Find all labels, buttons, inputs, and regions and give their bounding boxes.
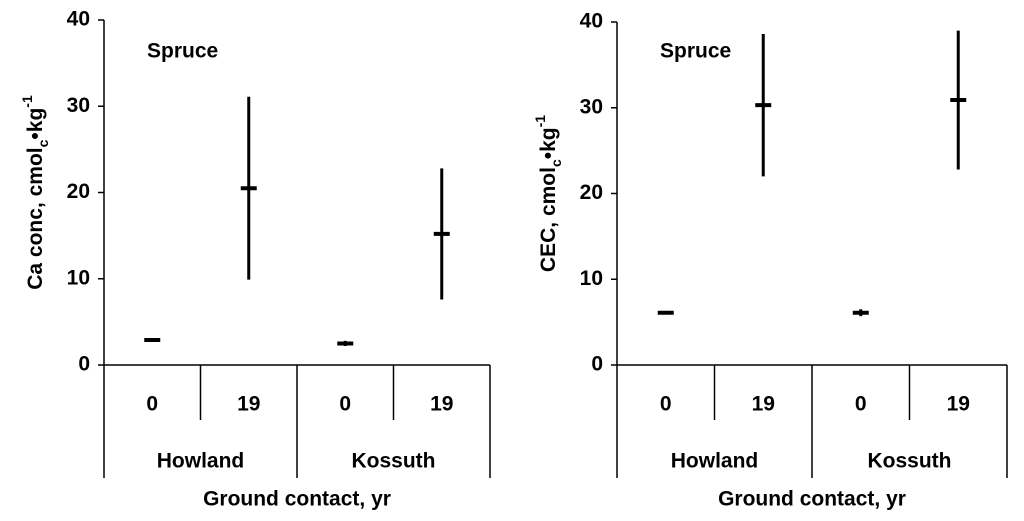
x-tick-label: 19 xyxy=(752,393,775,416)
annotation: Spruce xyxy=(147,40,218,63)
group-label: Howland xyxy=(671,450,759,473)
x-tick-label: 0 xyxy=(855,393,867,416)
y-axis-label-part: Ca conc, cmol xyxy=(24,147,47,289)
chart: 0 10 20 30 40 0 19 0 19 Howland Kossuth Ground cont… xyxy=(19,8,491,511)
x-axis-label: Ground contact, yr xyxy=(718,488,906,511)
x-tick-label: 0 xyxy=(146,393,158,416)
x-tick-label: 19 xyxy=(237,393,260,416)
x-axis-label: Ground contact, yr xyxy=(203,488,391,511)
y-axis-label-part: CEC, cmol xyxy=(537,167,560,272)
y-tick-label: 30 xyxy=(67,94,90,117)
y-axis-label: CEC, cmolc•kg-1 xyxy=(532,115,564,272)
x-tick-label: 19 xyxy=(947,393,970,416)
x-tick-label: 19 xyxy=(430,393,453,416)
y-tick-label: 10 xyxy=(67,266,90,289)
group-label: Kossuth xyxy=(868,450,952,473)
annotation: Spruce xyxy=(660,40,731,63)
chart: 0 10 20 30 40 0 19 0 19 Howland Kossuth Ground cont… xyxy=(532,10,1008,511)
y-tick-label: 20 xyxy=(580,181,603,204)
y-axis-label: Ca conc, cmolc•kg-1 xyxy=(19,95,51,290)
y-tick-label: 20 xyxy=(67,180,90,203)
group-label: Howland xyxy=(157,450,245,473)
y-tick-label: 0 xyxy=(591,353,603,376)
y-axis-label-part: c xyxy=(548,159,564,167)
y-tick-label: 30 xyxy=(580,95,603,118)
y-axis-label-part: •kg xyxy=(537,127,560,159)
y-tick-label: 0 xyxy=(78,353,90,376)
y-tick-label: 40 xyxy=(67,8,90,31)
y-axis-label-part: -1 xyxy=(19,95,35,108)
x-tick-label: 0 xyxy=(660,393,672,416)
group-label: Kossuth xyxy=(352,450,436,473)
x-tick-label: 0 xyxy=(339,393,351,416)
y-axis-label-part: -1 xyxy=(532,115,548,128)
y-tick-label: 10 xyxy=(580,267,603,290)
y-axis-label-part: c xyxy=(35,139,51,147)
y-axis-label-part: •kg xyxy=(24,108,47,140)
y-tick-label: 40 xyxy=(580,10,603,33)
